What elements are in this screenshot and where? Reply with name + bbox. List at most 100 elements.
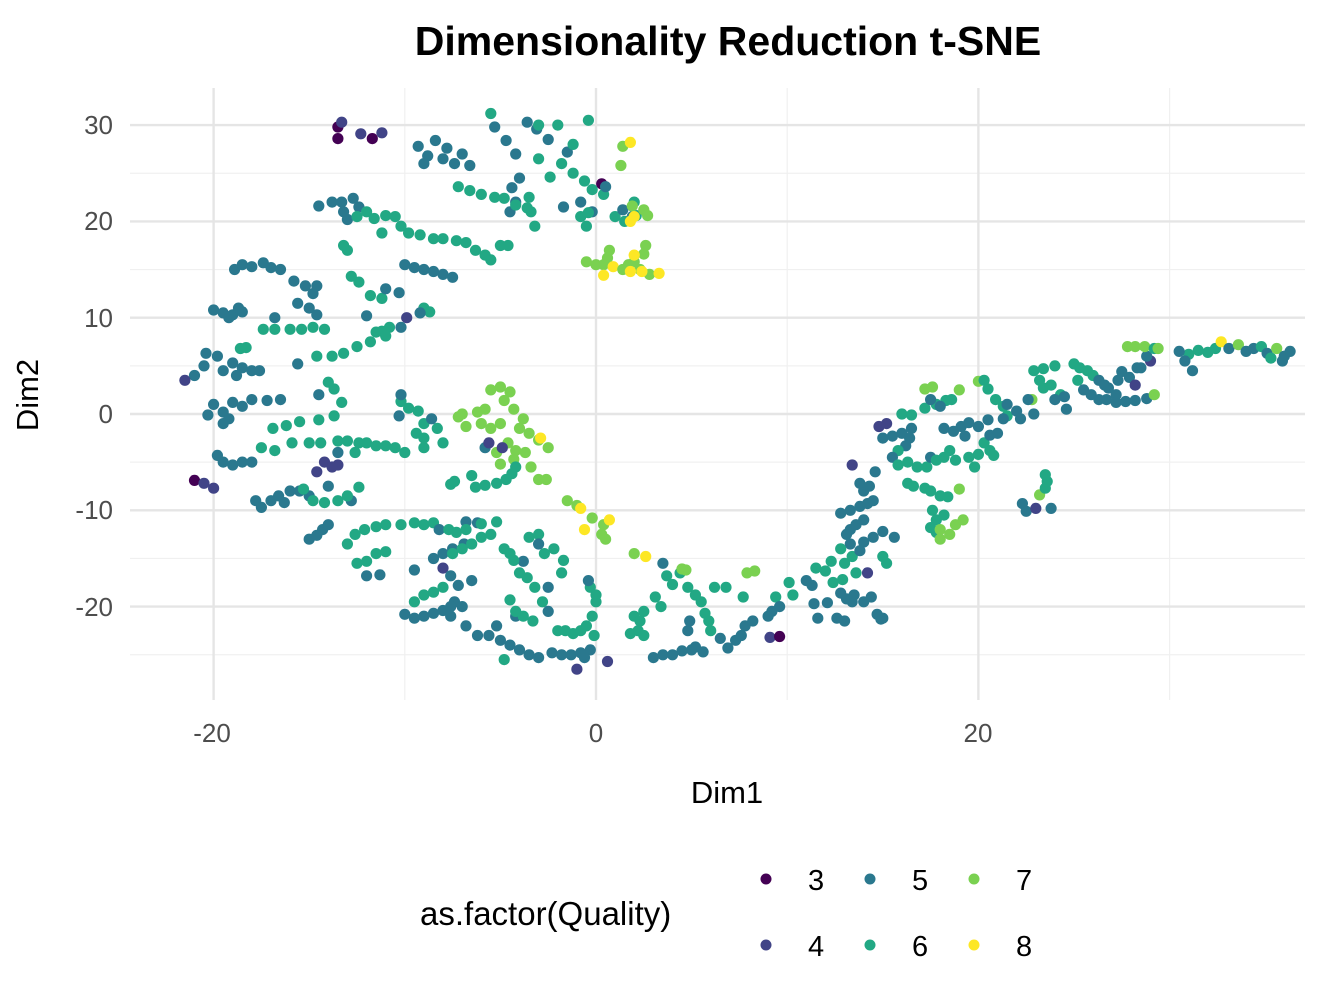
data-point-quality-6 (380, 210, 392, 222)
data-point-quality-5 (657, 649, 669, 661)
data-point-quality-7 (517, 413, 529, 425)
data-point-quality-7 (638, 248, 650, 260)
y-tick-label: 20 (84, 206, 113, 236)
data-point-quality-8 (653, 267, 665, 279)
data-point-quality-6 (485, 254, 497, 266)
data-point-quality-5 (1120, 395, 1132, 408)
y-tick-label: -10 (75, 495, 113, 525)
data-point-quality-5 (361, 310, 373, 322)
data-point-quality-5 (959, 430, 971, 442)
data-point-quality-5 (888, 531, 900, 543)
chart-title: Dimensionality Reduction t-SNE (415, 18, 1041, 64)
data-point-quality-5 (437, 153, 449, 165)
data-point-quality-5 (905, 422, 918, 434)
data-point-quality-7 (580, 256, 593, 268)
legend-label-8: 8 (1016, 931, 1032, 963)
data-point-quality-6 (580, 620, 593, 632)
legend-key-3 (760, 873, 772, 885)
data-point-quality-5 (408, 612, 420, 624)
data-point-quality-6 (403, 402, 415, 414)
data-point-quality-5 (460, 620, 472, 632)
data-point-quality-7 (485, 422, 497, 434)
data-point-quality-4 (401, 312, 413, 324)
data-point-quality-7 (504, 386, 516, 398)
data-point-quality-5 (274, 394, 287, 406)
data-point-quality-4 (764, 631, 776, 644)
data-point-quality-7 (1148, 389, 1160, 401)
data-point-quality-5 (227, 459, 239, 471)
scatter-points (179, 107, 1296, 675)
data-point-quality-5 (284, 485, 296, 497)
data-point-quality-6 (529, 581, 541, 593)
data-point-quality-6 (567, 167, 579, 179)
data-point-quality-5 (1045, 502, 1057, 514)
y-axis-ticks: 30 20 10 0 -10 -20 (75, 110, 113, 622)
data-point-quality-7 (475, 418, 487, 430)
data-point-quality-6 (590, 589, 602, 601)
data-point-quality-8 (624, 215, 637, 227)
data-point-quality-5 (1129, 394, 1141, 407)
data-point-quality-5 (261, 394, 273, 407)
data-point-quality-6 (351, 341, 363, 353)
data-point-quality-5 (521, 116, 533, 128)
data-point-quality-6 (307, 321, 319, 333)
data-point-quality-6 (380, 519, 392, 531)
data-point-quality-8 (598, 269, 610, 281)
data-point-quality-4 (437, 562, 449, 574)
legend-item-4: 4 (760, 931, 824, 963)
data-point-quality-4 (208, 482, 220, 494)
data-point-quality-6 (498, 654, 510, 666)
data-point-quality-4 (483, 437, 495, 449)
data-point-quality-5 (666, 649, 679, 661)
data-point-quality-6 (827, 576, 839, 589)
data-point-quality-6 (349, 528, 361, 541)
data-point-quality-6 (364, 336, 376, 348)
data-point-quality-6 (1039, 469, 1051, 481)
data-point-quality-6 (523, 191, 535, 203)
data-point-quality-5 (303, 302, 315, 314)
minor-gridlines (130, 88, 1305, 700)
data-point-quality-6 (557, 554, 570, 567)
x-tick-label: 0 (589, 718, 603, 748)
data-point-quality-7 (944, 528, 956, 541)
data-point-quality-7 (934, 533, 946, 545)
data-point-quality-7 (749, 565, 761, 577)
data-point-quality-5 (617, 204, 629, 216)
data-point-quality-5 (1173, 345, 1185, 357)
data-point-quality-6 (533, 153, 545, 165)
legend-label-4: 4 (808, 931, 824, 963)
data-point-quality-6 (286, 437, 298, 449)
data-point-quality-8 (624, 136, 637, 148)
legend-key-5 (864, 873, 876, 885)
data-point-quality-6 (447, 548, 459, 560)
data-point-quality-6 (988, 449, 1000, 461)
data-point-quality-6 (450, 235, 462, 247)
data-point-quality-5 (483, 629, 495, 642)
data-point-quality-5 (510, 148, 522, 160)
data-point-quality-5 (867, 531, 879, 543)
data-point-quality-7 (953, 483, 965, 495)
data-point-quality-6 (720, 581, 732, 593)
data-point-quality-5 (208, 304, 220, 316)
data-point-quality-6 (361, 206, 373, 218)
data-point-quality-5 (399, 608, 411, 620)
data-point-quality-6 (418, 442, 430, 454)
data-point-quality-5 (557, 201, 570, 213)
data-point-quality-5 (250, 495, 262, 507)
data-point-quality-5 (452, 579, 464, 592)
data-point-quality-5 (246, 365, 258, 377)
data-point-quality-5 (429, 134, 441, 147)
data-point-quality-6 (408, 596, 420, 608)
major-gridlines (130, 88, 1305, 700)
data-point-quality-5 (466, 575, 478, 587)
data-point-quality-5 (227, 396, 239, 408)
data-point-quality-4 (1129, 379, 1141, 391)
data-point-quality-5 (217, 418, 229, 430)
data-point-quality-6 (835, 543, 847, 555)
data-point-quality-5 (542, 581, 554, 593)
data-point-quality-6 (582, 207, 595, 219)
data-point-quality-5 (676, 645, 688, 657)
data-point-quality-6 (708, 581, 721, 593)
data-point-quality-6 (552, 119, 564, 131)
data-point-quality-6 (925, 485, 937, 497)
